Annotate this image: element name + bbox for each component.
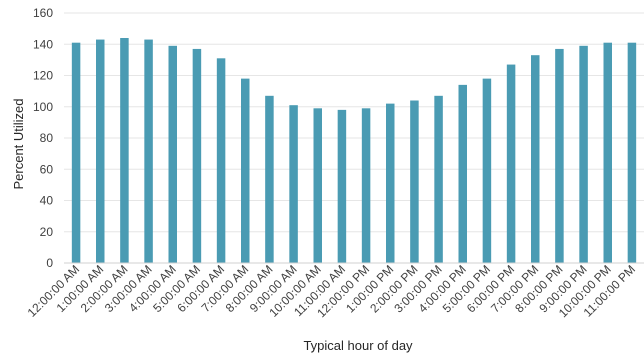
- bar: [386, 103, 395, 263]
- bar: [120, 38, 129, 263]
- bar: [337, 109, 347, 263]
- bar: [71, 42, 81, 263]
- bar: [265, 95, 274, 263]
- bar: [482, 78, 492, 263]
- bar: [192, 48, 202, 263]
- x-axis-title: Typical hour of day: [303, 338, 413, 353]
- y-tick-label: 20: [40, 225, 54, 239]
- bars: [71, 38, 637, 263]
- y-tick-label: 40: [40, 194, 54, 208]
- y-tick-label: 80: [40, 131, 54, 145]
- bar: [531, 55, 540, 263]
- y-axis-title: Percent Utilized: [11, 98, 26, 189]
- bar: [434, 95, 443, 263]
- bar: [361, 108, 371, 263]
- y-tick-label: 60: [40, 162, 54, 176]
- bar: [216, 58, 226, 263]
- bar: [555, 48, 564, 263]
- bar: [313, 108, 322, 263]
- gridlines: [64, 12, 644, 233]
- bar: [506, 64, 516, 263]
- y-tick-label: 160: [33, 6, 53, 20]
- bar: [168, 45, 177, 263]
- bar: [144, 39, 153, 263]
- y-tick-label: 0: [46, 256, 53, 270]
- bar: [603, 42, 612, 263]
- y-tick-label: 120: [33, 69, 53, 83]
- y-tick-label: 140: [33, 37, 53, 51]
- bar: [579, 45, 588, 263]
- y-tick-label: 100: [33, 100, 53, 114]
- bar: [410, 100, 419, 263]
- bar: [458, 84, 467, 263]
- bar: [96, 39, 105, 263]
- bar: [289, 105, 298, 263]
- bar: [627, 42, 637, 263]
- bar: [241, 78, 250, 263]
